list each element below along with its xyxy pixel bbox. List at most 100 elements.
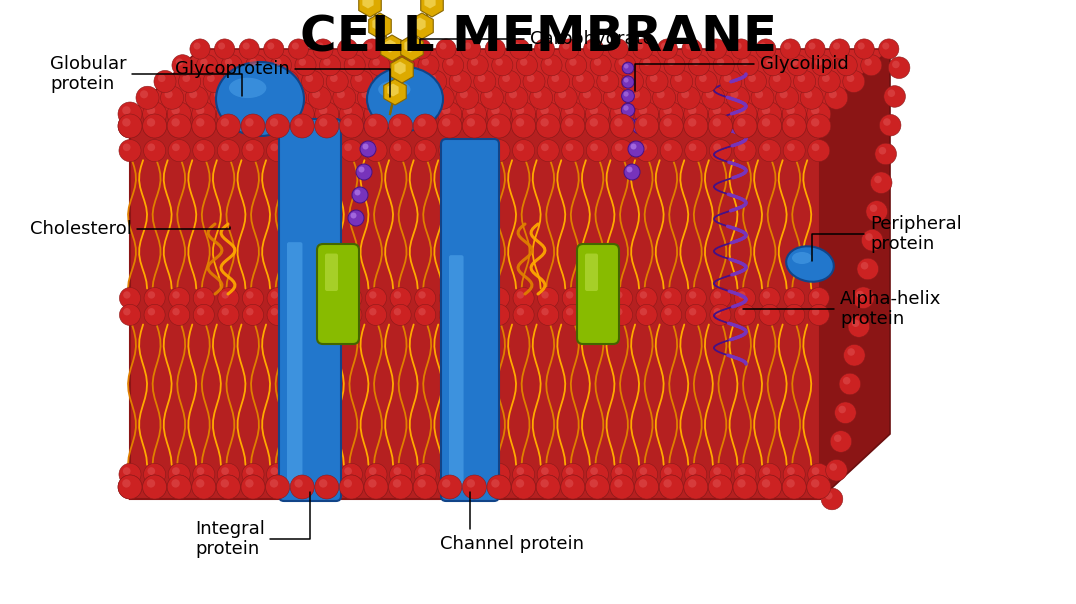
Circle shape bbox=[734, 463, 756, 486]
Circle shape bbox=[636, 288, 657, 309]
Circle shape bbox=[357, 86, 381, 109]
Circle shape bbox=[266, 114, 289, 138]
Circle shape bbox=[439, 304, 461, 326]
Circle shape bbox=[295, 118, 302, 127]
Circle shape bbox=[197, 467, 204, 475]
Circle shape bbox=[169, 288, 189, 309]
Circle shape bbox=[390, 140, 412, 162]
Circle shape bbox=[565, 106, 574, 115]
Circle shape bbox=[684, 475, 708, 499]
Circle shape bbox=[623, 105, 628, 111]
Circle shape bbox=[635, 475, 659, 499]
Circle shape bbox=[712, 479, 721, 487]
Circle shape bbox=[428, 74, 436, 82]
Circle shape bbox=[485, 39, 506, 59]
Circle shape bbox=[118, 114, 142, 138]
Circle shape bbox=[355, 74, 363, 82]
Circle shape bbox=[411, 90, 419, 98]
Circle shape bbox=[511, 475, 536, 499]
Circle shape bbox=[487, 114, 511, 138]
Circle shape bbox=[737, 479, 746, 487]
Circle shape bbox=[640, 308, 647, 315]
Polygon shape bbox=[384, 39, 396, 53]
Circle shape bbox=[419, 291, 426, 298]
Circle shape bbox=[889, 57, 910, 79]
Circle shape bbox=[419, 308, 426, 315]
Polygon shape bbox=[411, 13, 434, 39]
Circle shape bbox=[839, 373, 861, 395]
Circle shape bbox=[540, 118, 549, 127]
Circle shape bbox=[590, 55, 611, 76]
Circle shape bbox=[413, 102, 437, 126]
Circle shape bbox=[684, 475, 708, 499]
Circle shape bbox=[621, 71, 643, 92]
Polygon shape bbox=[405, 39, 415, 53]
Circle shape bbox=[692, 59, 699, 66]
Circle shape bbox=[566, 308, 574, 315]
Circle shape bbox=[487, 475, 511, 499]
Circle shape bbox=[631, 144, 637, 150]
Circle shape bbox=[758, 475, 781, 499]
Polygon shape bbox=[424, 0, 436, 8]
Circle shape bbox=[316, 42, 324, 50]
Circle shape bbox=[436, 39, 456, 59]
Circle shape bbox=[295, 479, 302, 487]
Circle shape bbox=[604, 86, 626, 109]
Circle shape bbox=[561, 114, 584, 138]
Circle shape bbox=[136, 86, 159, 109]
Circle shape bbox=[808, 463, 830, 486]
Circle shape bbox=[242, 288, 264, 309]
Circle shape bbox=[242, 140, 264, 162]
Circle shape bbox=[397, 59, 405, 66]
Circle shape bbox=[245, 479, 254, 487]
Circle shape bbox=[368, 118, 377, 127]
Circle shape bbox=[250, 59, 257, 66]
Circle shape bbox=[825, 492, 833, 500]
Circle shape bbox=[313, 39, 334, 59]
Circle shape bbox=[610, 102, 634, 126]
Circle shape bbox=[318, 479, 327, 487]
Circle shape bbox=[707, 39, 726, 59]
Circle shape bbox=[780, 90, 788, 98]
FancyBboxPatch shape bbox=[325, 254, 338, 291]
Circle shape bbox=[337, 90, 345, 98]
Circle shape bbox=[301, 71, 324, 92]
Circle shape bbox=[516, 55, 537, 76]
Circle shape bbox=[708, 114, 733, 138]
Circle shape bbox=[515, 106, 524, 115]
Circle shape bbox=[192, 475, 216, 499]
Circle shape bbox=[811, 479, 820, 487]
Circle shape bbox=[843, 377, 850, 385]
Circle shape bbox=[561, 475, 584, 499]
Circle shape bbox=[755, 39, 776, 59]
Circle shape bbox=[762, 106, 770, 115]
Circle shape bbox=[245, 106, 254, 115]
Circle shape bbox=[782, 475, 806, 499]
Circle shape bbox=[172, 143, 180, 151]
Circle shape bbox=[442, 479, 451, 487]
Circle shape bbox=[143, 463, 166, 486]
Circle shape bbox=[320, 143, 327, 151]
Text: Peripheral
protein: Peripheral protein bbox=[812, 214, 962, 261]
Ellipse shape bbox=[792, 252, 812, 264]
Circle shape bbox=[848, 316, 869, 337]
Circle shape bbox=[688, 479, 696, 487]
Circle shape bbox=[245, 467, 254, 475]
Circle shape bbox=[200, 59, 208, 66]
Circle shape bbox=[708, 102, 733, 126]
Circle shape bbox=[197, 308, 204, 315]
Circle shape bbox=[417, 55, 439, 76]
Circle shape bbox=[464, 463, 485, 486]
Circle shape bbox=[632, 90, 640, 98]
Circle shape bbox=[243, 42, 250, 50]
Circle shape bbox=[737, 106, 746, 115]
Ellipse shape bbox=[378, 80, 411, 98]
Circle shape bbox=[245, 55, 267, 76]
Circle shape bbox=[292, 288, 313, 309]
Circle shape bbox=[766, 59, 774, 66]
Polygon shape bbox=[381, 35, 404, 61]
Circle shape bbox=[685, 304, 706, 326]
Circle shape bbox=[883, 118, 891, 126]
Circle shape bbox=[677, 86, 700, 109]
Circle shape bbox=[758, 102, 781, 126]
